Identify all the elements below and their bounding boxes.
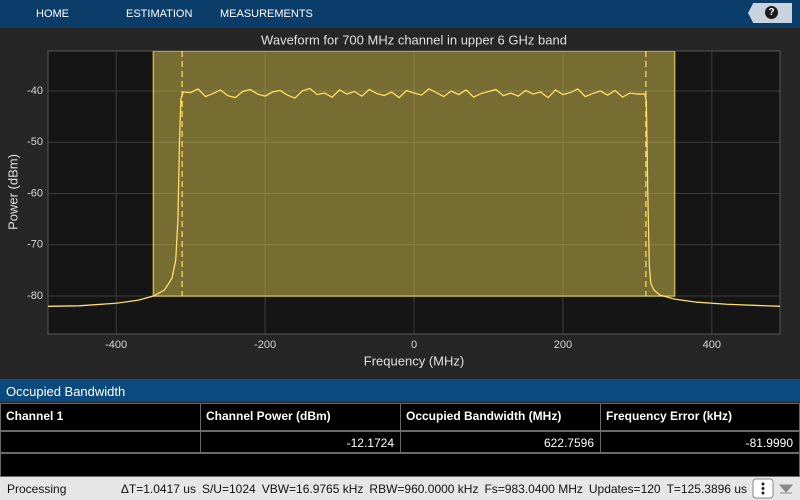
status-item: S/U=1024	[201, 482, 256, 496]
table-cell: -12.1724	[200, 431, 401, 453]
tab[interactable]: MEASUREMENTS	[220, 8, 313, 20]
x-tick-label: 0	[411, 339, 417, 351]
status-item: T=125.3896 us	[666, 482, 747, 496]
panel-title: Occupied Bandwidth	[0, 379, 800, 402]
status-icons	[752, 478, 794, 499]
cell	[0, 431, 201, 453]
y-tick-label: -60	[27, 187, 43, 199]
status-item: RBW=960.0000 kHz	[369, 482, 479, 496]
status-bar: Processing ΔT=1.0417 us S/U=1024 VBW=16.97…	[0, 477, 800, 500]
table: Channel 1 Channel Power (dBm) Occupied Ban…	[0, 403, 800, 477]
y-axis-label: Power (dBm)	[5, 154, 20, 230]
status-item: ΔT=1.0417 us	[120, 482, 196, 496]
status-item: VBW=16.9765 kHz	[261, 482, 364, 496]
tab[interactable]: ESTIMATION	[126, 8, 193, 20]
x-tick-label: -200	[254, 339, 276, 351]
status-state: Processing	[7, 482, 67, 496]
column-header: Occupied Bandwidth (MHz)	[400, 403, 601, 431]
toolbar: HOME ESTIMATION MEASUREMENTS ?	[0, 0, 800, 28]
y-tick-label: -70	[27, 239, 43, 251]
status-item: Updates=120	[588, 482, 661, 496]
spectrum-line	[48, 87, 780, 307]
x-tick-label: 200	[554, 339, 572, 351]
column-header: Channel Power (dBm)	[200, 403, 401, 431]
status-item: Fs=983.0400 MHz	[484, 482, 583, 496]
help-button[interactable]: ?	[748, 3, 792, 23]
help-icon[interactable]: ?	[765, 6, 778, 19]
y-tick-label: -80	[27, 290, 43, 302]
empty-row	[0, 453, 800, 477]
chart-title: Waveform for 700 MHz channel in upper 6 …	[261, 32, 567, 47]
column-header: Frequency Error (kHz)	[600, 403, 800, 431]
dropdown[interactable]	[778, 484, 794, 494]
channel-region	[152, 51, 676, 297]
table-cell: -81.9990	[600, 431, 800, 453]
y-tick-label: -50	[27, 136, 43, 148]
x-tick-label: 400	[703, 339, 721, 351]
chart: Waveform for 700 MHz channel in upper 6 …	[5, 32, 781, 368]
x-axis-label: Frequency (MHz)	[364, 353, 464, 368]
x-tick-label: -400	[105, 339, 127, 351]
table-cell: 622.7596	[400, 431, 601, 453]
tab[interactable]: HOME	[36, 8, 69, 20]
y-tick-label: -40	[27, 85, 43, 97]
status-items: ΔT=1.0417 us S/U=1024 VBW=16.9765 kHz RBW=9…	[115, 482, 747, 496]
column-header: Channel 1	[0, 403, 201, 431]
